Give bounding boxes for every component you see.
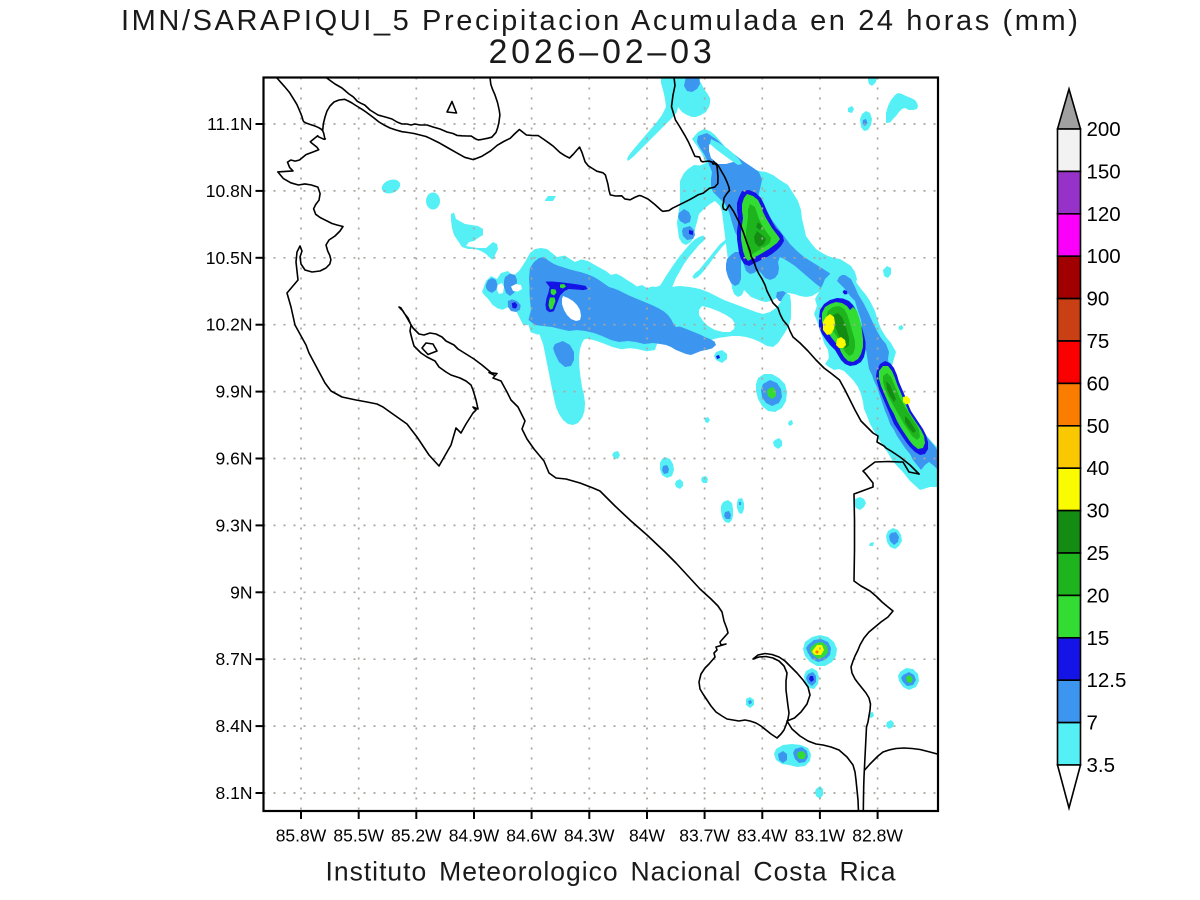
svg-text:9.6N: 9.6N xyxy=(216,449,253,469)
svg-text:84.9W: 84.9W xyxy=(449,826,500,846)
svg-text:11.1N: 11.1N xyxy=(207,114,252,134)
svg-text:10.5N: 10.5N xyxy=(206,248,253,268)
svg-text:Instituto Meteorologico Nacion: Instituto Meteorologico Nacional Costa R… xyxy=(325,857,896,887)
svg-text:85.8W: 85.8W xyxy=(276,826,327,846)
svg-text:120: 120 xyxy=(1087,203,1121,226)
svg-text:10.8N: 10.8N xyxy=(206,181,253,201)
svg-text:75: 75 xyxy=(1087,330,1110,353)
svg-text:84W: 84W xyxy=(629,826,665,846)
svg-text:8.7N: 8.7N xyxy=(216,649,253,669)
svg-text:150: 150 xyxy=(1087,160,1121,183)
svg-text:60: 60 xyxy=(1087,372,1110,395)
svg-text:25: 25 xyxy=(1087,542,1110,565)
svg-text:9N: 9N xyxy=(230,582,252,602)
svg-text:3.5: 3.5 xyxy=(1087,754,1116,777)
svg-text:12.5: 12.5 xyxy=(1087,669,1127,692)
svg-text:84.3W: 84.3W xyxy=(564,826,615,846)
svg-text:84.6W: 84.6W xyxy=(506,826,557,846)
svg-text:83.7W: 83.7W xyxy=(679,826,730,846)
svg-text:83.1W: 83.1W xyxy=(795,826,846,846)
svg-text:20: 20 xyxy=(1087,584,1110,607)
svg-text:85.2W: 85.2W xyxy=(391,826,442,846)
svg-text:8.1N: 8.1N xyxy=(216,783,253,803)
svg-text:10.2N: 10.2N xyxy=(206,315,253,335)
svg-text:7: 7 xyxy=(1087,712,1098,735)
svg-text:15: 15 xyxy=(1087,627,1110,650)
svg-text:85.5W: 85.5W xyxy=(333,826,384,846)
svg-text:82.8W: 82.8W xyxy=(852,826,903,846)
svg-text:8.4N: 8.4N xyxy=(216,716,253,736)
svg-text:90: 90 xyxy=(1087,288,1110,311)
svg-text:50: 50 xyxy=(1087,415,1110,438)
svg-text:IMN/SARAPIQUI_5 Precipitacion: IMN/SARAPIQUI_5 Precipitacion Acumulada … xyxy=(121,5,1081,37)
svg-text:100: 100 xyxy=(1087,245,1121,268)
svg-text:200: 200 xyxy=(1087,118,1121,141)
svg-text:83.4W: 83.4W xyxy=(737,826,788,846)
svg-text:9.3N: 9.3N xyxy=(216,515,253,535)
svg-text:9.9N: 9.9N xyxy=(216,382,253,402)
svg-text:30: 30 xyxy=(1087,500,1110,523)
svg-text:2026–02–03: 2026–02–03 xyxy=(488,33,715,71)
svg-text:40: 40 xyxy=(1087,457,1110,480)
